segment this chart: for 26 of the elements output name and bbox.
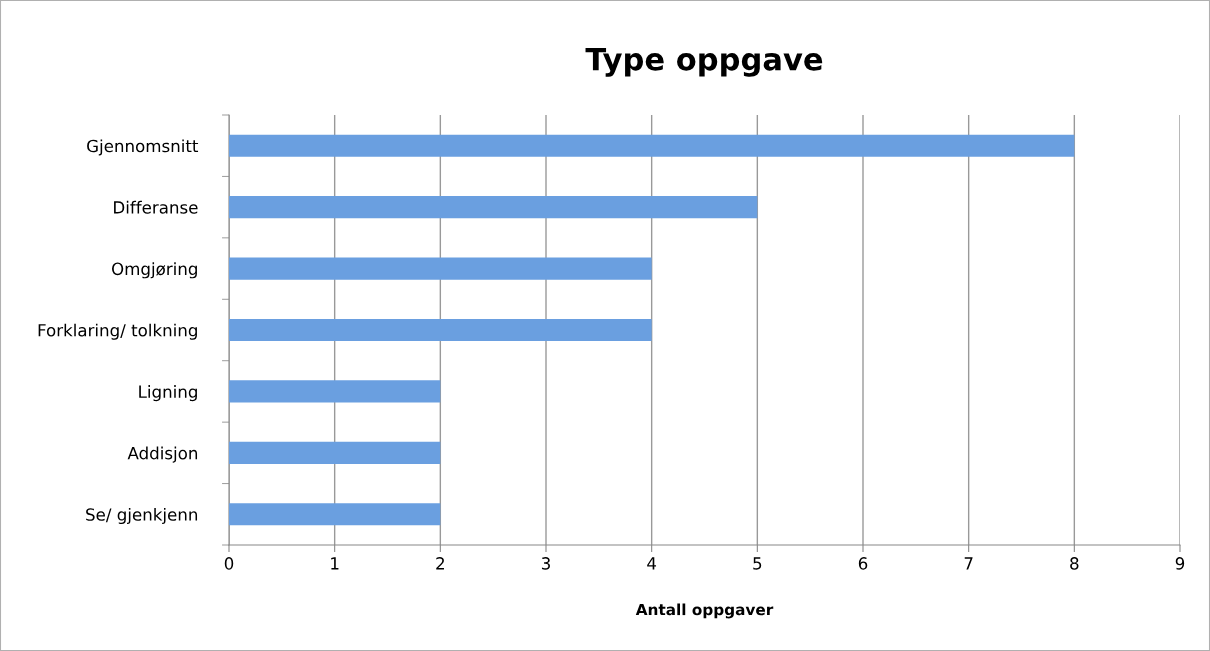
x-tick-label: 5 [753, 557, 762, 570]
chart-title: Type oppgave [585, 47, 823, 77]
x-axis-title: Antall oppgaver [635, 603, 774, 619]
y-tick-label: Differanse [114, 200, 198, 214]
x-tick-label: 2 [436, 557, 444, 570]
bar [229, 134, 1075, 157]
x-tick-label: 1 [331, 557, 339, 570]
x-tick-label: 0 [224, 557, 234, 570]
x-tick-label: 6 [858, 557, 868, 570]
y-tick-label: Omgjøring [111, 262, 197, 279]
x-tick-label: 3 [541, 557, 550, 570]
y-tick-label: Ligning [139, 385, 197, 402]
bar [229, 257, 652, 280]
bar [229, 503, 441, 526]
y-tick-label: Addisjon [127, 446, 198, 463]
bar [229, 441, 441, 464]
x-tick-label: 9 [1175, 557, 1185, 570]
y-tick-label: Gjennomsnitt [87, 139, 199, 156]
x-tick-label: 7 [964, 557, 973, 570]
bar [229, 318, 652, 342]
y-tick-label: Forklaring/ tolkning [38, 323, 197, 340]
x-tick-label: 8 [1070, 557, 1079, 570]
bar [229, 196, 758, 219]
y-tick-label: Se/ gjenkjenn [86, 507, 198, 525]
x-tick-label: 4 [647, 557, 657, 570]
bar [229, 380, 441, 403]
